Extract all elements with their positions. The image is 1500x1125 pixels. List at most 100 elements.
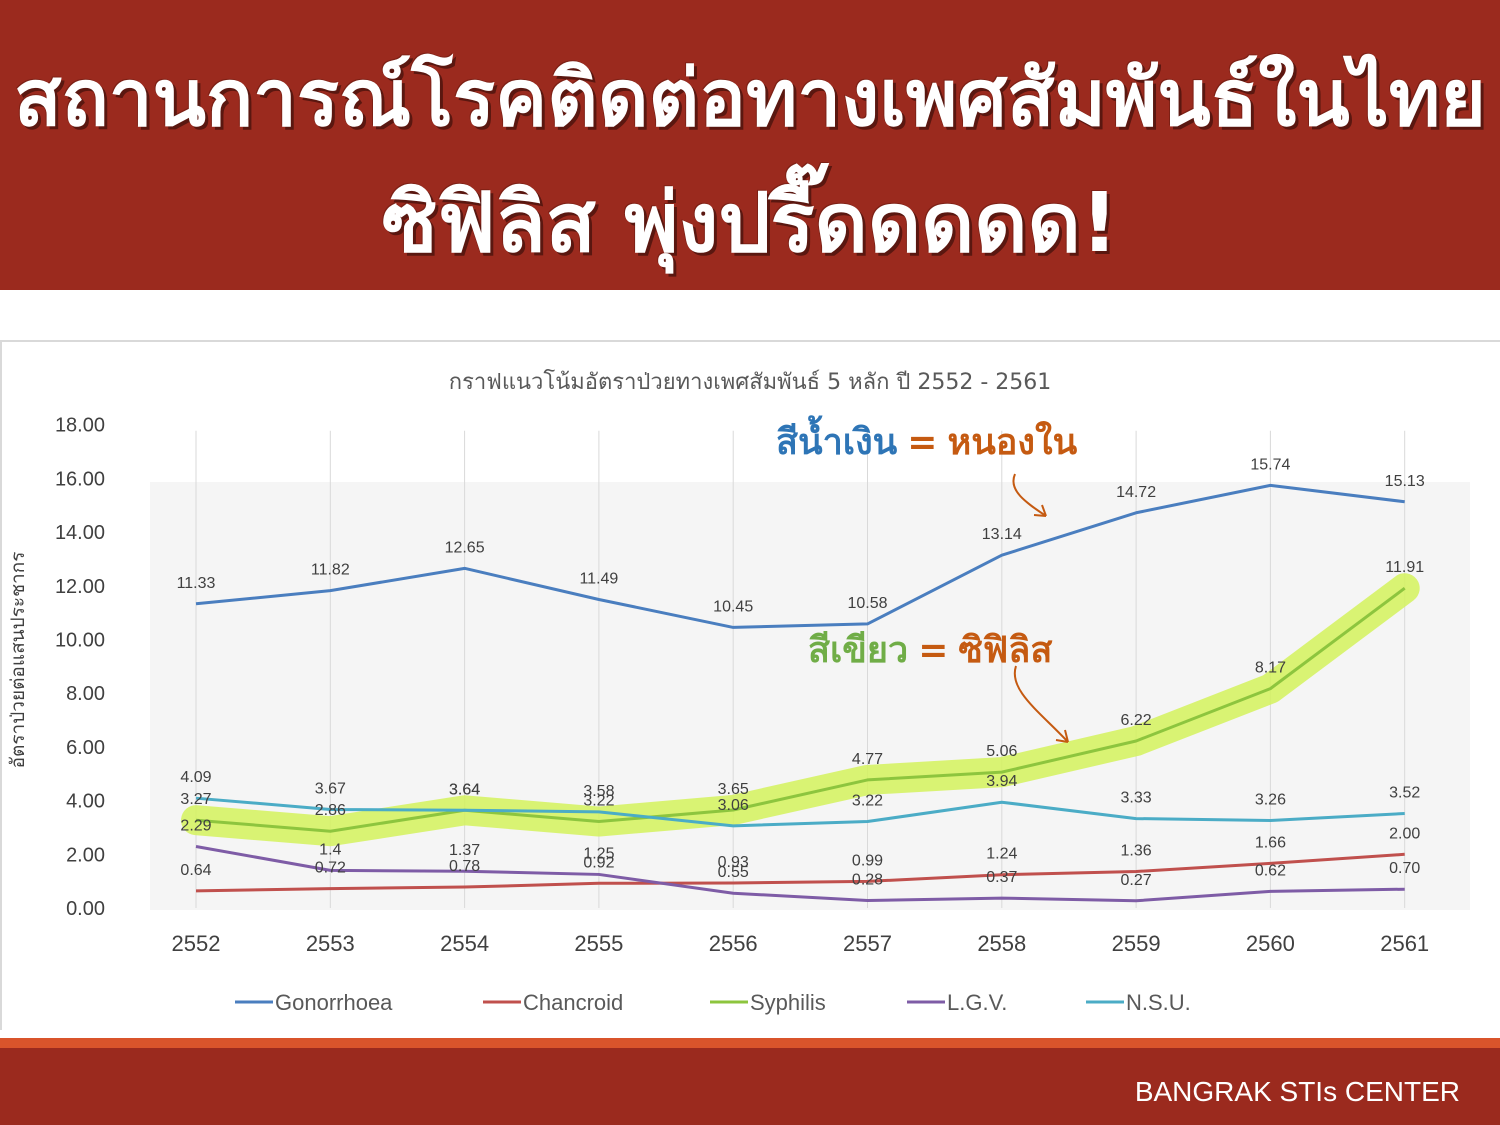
- data-label-lgv: 0.55: [718, 864, 749, 881]
- chart-frame: [0, 340, 1500, 1030]
- arrow-green-icon: [1013, 665, 1069, 743]
- series-layer: [195, 483, 1406, 903]
- annotation-green-prefix: สีเขียว: [808, 630, 908, 671]
- annotation-green-name: ซิฟิลิส: [958, 630, 1052, 671]
- x-tick-label-2553: 2553: [306, 931, 355, 956]
- series-line-lgv: [195, 845, 1405, 903]
- series-line-nsu: [195, 796, 1405, 828]
- data-label-chancroid: 0.93: [718, 854, 749, 871]
- data-label-syphilis: 5.06: [986, 743, 1017, 760]
- arrowhead-green-icon: [1055, 729, 1069, 743]
- legend-label-nsu: N.S.U.: [1126, 990, 1191, 1015]
- headline-line-2: ซิฟิลิส พุ่งปรี๊ดดดดด!: [381, 176, 1119, 271]
- legend-label-syphilis: Syphilis: [750, 990, 826, 1015]
- x-tick-label-2556: 2556: [709, 931, 758, 956]
- data-label-gonorrhoea: 13.14: [982, 526, 1022, 543]
- data-label-syphilis: 3.65: [718, 781, 749, 798]
- data-label-chancroid: 0.99: [852, 852, 883, 869]
- data-label-lgv: 1.25: [583, 845, 614, 862]
- data-label-gonorrhoea: 11.82: [311, 562, 350, 579]
- data-label-syphilis: 3.27: [180, 791, 211, 808]
- y-tick-label: 16.00: [55, 468, 105, 490]
- x-tick-label-2557: 2557: [843, 931, 892, 956]
- x-tick-label-2555: 2555: [574, 931, 623, 956]
- annotation-blue: สีน้ำเงิน = หนองใน: [776, 415, 1078, 463]
- data-label-nsu: 3.26: [1255, 791, 1286, 808]
- data-label-chancroid: 0.92: [583, 854, 614, 871]
- data-label-nsu: 3.94: [986, 773, 1017, 790]
- data-label-syphilis: 3.64: [449, 781, 480, 798]
- annotation-green-equals: =: [918, 630, 948, 671]
- data-label-chancroid: 2.00: [1389, 825, 1420, 842]
- data-label-syphilis: 11.91: [1385, 559, 1424, 576]
- y-tick-label: 8.00: [66, 683, 105, 705]
- arrowhead-blue-icon: [1033, 504, 1047, 517]
- data-label-lgv: 0.62: [1255, 862, 1286, 879]
- data-label-gonorrhoea: 10.58: [847, 595, 887, 612]
- data-label-gonorrhoea: 15.13: [1385, 473, 1425, 490]
- annotation-blue-equals: =: [907, 422, 937, 463]
- headline-line-1: สถานการณ์โรคติดต่อทางเพศสัมพันธ์ในไทย: [13, 54, 1487, 144]
- data-label-gonorrhoea: 10.45: [713, 598, 753, 615]
- data-label-chancroid: 0.64: [180, 862, 211, 879]
- x-tick-label-2554: 2554: [440, 931, 489, 956]
- data-label-nsu: 3.52: [1389, 784, 1420, 801]
- title-banner: สถานการณ์โรคติดต่อทางเพศสัมพันธ์ในไทย ซิ…: [0, 0, 1500, 290]
- footer-organization: BANGRAK STIs CENTER: [1134, 1076, 1460, 1107]
- data-label-chancroid: 1.66: [1255, 834, 1286, 851]
- footer-accent-stripe: [0, 1038, 1500, 1048]
- annotation-green: สีเขียว = ซิฟิลิส: [808, 630, 1052, 671]
- data-label-syphilis: 4.77: [852, 751, 883, 768]
- data-label-nsu: 3.64: [449, 781, 480, 798]
- annotation-blue-prefix: สีน้ำเงิน: [776, 415, 898, 463]
- annotation-blue-name: หนองใน: [947, 420, 1077, 463]
- data-label-nsu: 3.58: [583, 783, 614, 800]
- tick-layer: 0.00 2.00 4.00 6.00 8.00 10.00 12.00 14.00 16.00…: [55, 415, 1429, 956]
- y-tick-label: 6.00: [66, 737, 105, 759]
- y-axis-label: อัตราป่วยต่อแสนประชากร: [7, 552, 29, 769]
- y-tick-label: 2.00: [66, 844, 105, 866]
- data-label-syphilis: 2.86: [315, 802, 346, 819]
- series-line-gonorrhoea: [195, 483, 1405, 629]
- legend-label-lgv: L.G.V.: [947, 990, 1007, 1015]
- data-label-syphilis: 8.17: [1255, 660, 1286, 677]
- data-label-nsu: 4.09: [180, 769, 211, 786]
- x-tick-label-2552: 2552: [172, 931, 221, 956]
- data-label-lgv: 1.37: [449, 842, 480, 859]
- x-tick-label-2560: 2560: [1246, 931, 1295, 956]
- data-label-lgv: 0.27: [1121, 872, 1152, 889]
- y-tick-label: 4.00: [66, 791, 105, 813]
- y-tick-label: 12.00: [55, 576, 105, 598]
- arrow-blue-icon: [1012, 473, 1047, 517]
- data-label-syphilis: 6.22: [1121, 712, 1152, 729]
- y-tick-label: 10.00: [55, 630, 105, 652]
- y-tick-label: 0.00: [66, 898, 105, 920]
- data-label-nsu: 3.33: [1121, 790, 1152, 807]
- data-label-gonorrhoea: 11.33: [177, 575, 216, 592]
- x-tick-label-2561: 2561: [1380, 931, 1429, 956]
- data-label-chancroid: 1.36: [1121, 842, 1152, 859]
- data-label-gonorrhoea: 14.72: [1116, 484, 1156, 501]
- x-tick-label-2558: 2558: [977, 931, 1026, 956]
- chart-title: กราฟแนวโน้มอัตราป่วยทางเพศสัมพันธ์ 5 หลั…: [449, 369, 1052, 395]
- y-tick-label: 18.00: [55, 415, 105, 437]
- data-label-chancroid: 1.24: [986, 846, 1017, 863]
- y-tick-label: 14.00: [55, 522, 105, 544]
- footer-bar: BANGRAK STIs CENTER: [0, 1048, 1500, 1125]
- series-line-chancroid: [195, 852, 1405, 893]
- data-label-gonorrhoea: 12.65: [445, 539, 485, 556]
- data-label-chancroid: 0.78: [449, 858, 480, 875]
- data-label-lgv: 1.4: [319, 841, 341, 858]
- data-label-lgv: 2.29: [180, 818, 211, 835]
- data-label-gonorrhoea: 15.74: [1250, 456, 1290, 473]
- data-label-nsu: 3.22: [852, 793, 883, 810]
- series-line-syphilis: [195, 587, 1406, 833]
- data-label-lgv: 0.70: [1389, 860, 1420, 877]
- data-label-syphilis: 3.22: [583, 793, 614, 810]
- legend-label-chancroid: Chancroid: [523, 990, 623, 1015]
- data-label-nsu: 3.06: [718, 797, 749, 814]
- data-label-gonorrhoea: 11.49: [579, 570, 618, 587]
- x-tick-label-2559: 2559: [1112, 931, 1161, 956]
- data-label-nsu: 3.67: [315, 780, 346, 797]
